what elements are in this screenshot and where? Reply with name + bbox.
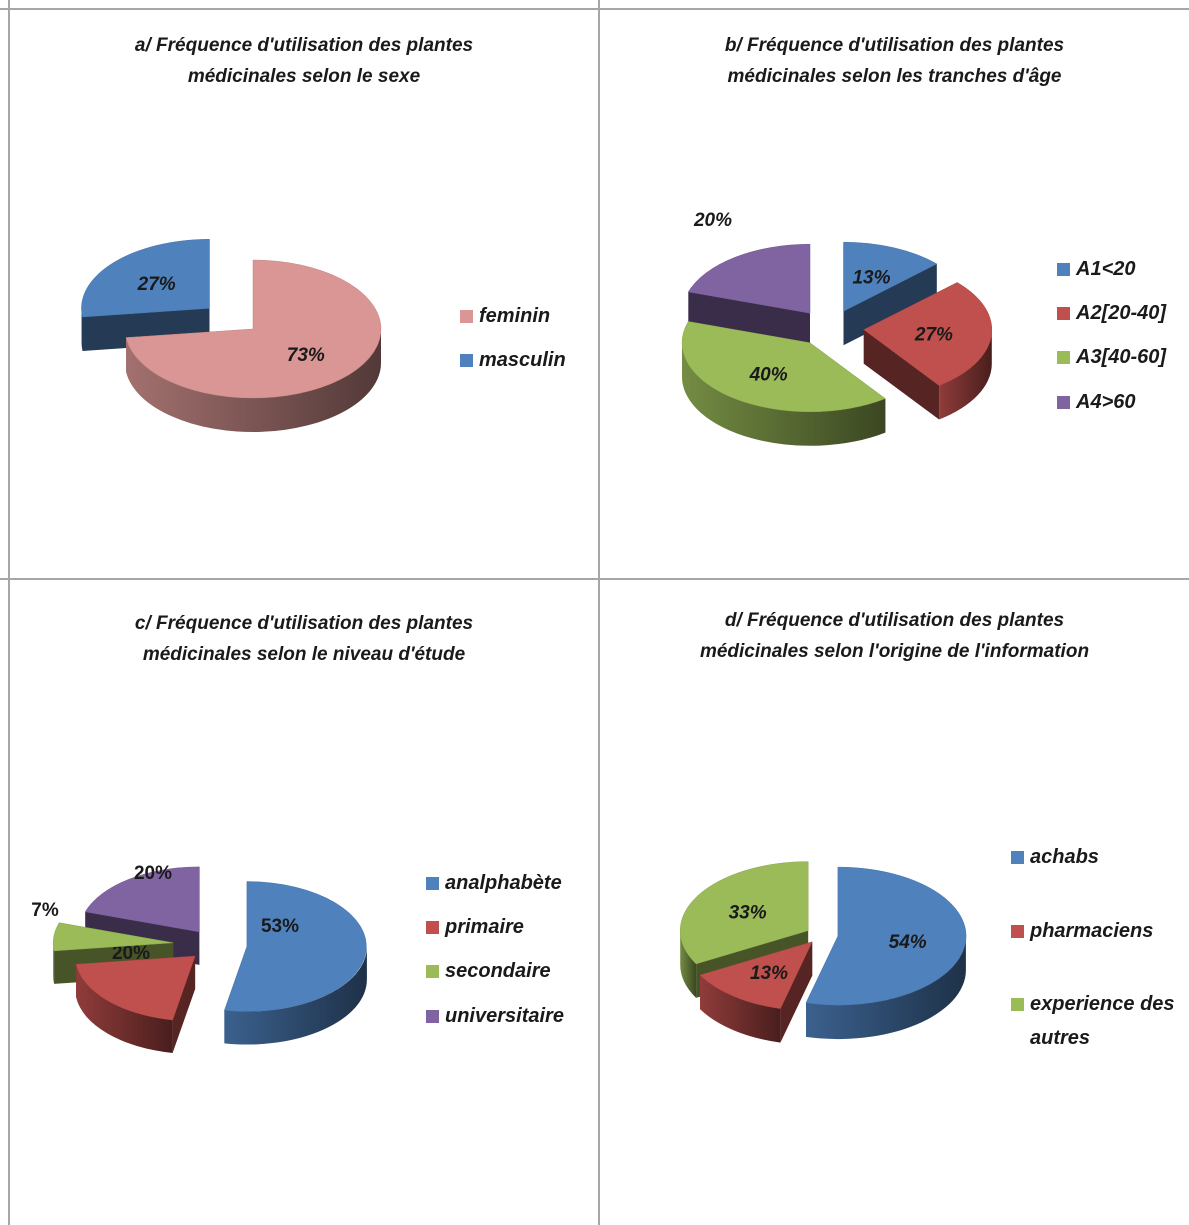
- data-label-masculin: 27%: [137, 274, 176, 295]
- legend-swatch: [426, 1010, 439, 1023]
- data-label-feminin: 73%: [287, 345, 325, 366]
- legend-label: A2[20-40]: [1076, 302, 1167, 324]
- data-label-universitaire: 20%: [134, 863, 172, 884]
- legend-swatch: [1057, 396, 1070, 409]
- pie-slice-a4-60: [687, 243, 811, 314]
- legend-label: feminin: [479, 305, 551, 327]
- pie-slice-side-feminin: [126, 329, 381, 432]
- legend-swatch: [460, 354, 473, 367]
- chart-title: c/ Fréquence d'utilisation des plantes m…: [10, 608, 598, 670]
- legend-label: pharmaciens: [1030, 920, 1154, 942]
- chart-panel-education: c/ Fréquence d'utilisation des plantes m…: [10, 580, 598, 1225]
- chart-title: d/ Fréquence d'utilisation des plantes m…: [600, 605, 1189, 667]
- pie-slice-side-pharmaciens: [700, 975, 781, 1043]
- chart-title: b/ Fréquence d'utilisation des plantes m…: [600, 30, 1189, 92]
- data-label-analphabete: 53%: [261, 916, 299, 937]
- pie-slice-achabs: [805, 866, 967, 1006]
- pie-slice-wall-a2-20-40: [863, 329, 940, 420]
- pie-slice-a2-20-40: [863, 282, 993, 386]
- legend-swatch: [1057, 263, 1070, 276]
- pie-slice-wall-a4-60: [688, 291, 810, 348]
- data-label-a4-60: 20%: [693, 210, 732, 231]
- chart-title-line: c/ Fréquence d'utilisation des plantes: [134, 613, 474, 634]
- legend-swatch: [426, 965, 439, 978]
- grid-border-top: [0, 8, 1189, 10]
- pie-slice-wall-a1-20: [843, 263, 937, 346]
- grid-divider-horizontal: [0, 578, 1189, 580]
- pie-slice-side-experience-des-autres: [680, 930, 697, 998]
- legend-swatch: [1057, 307, 1070, 320]
- data-label-a1-20: 13%: [852, 267, 890, 288]
- data-label-secondaire: 7%: [31, 900, 59, 921]
- chart-title-line: médicinales selon les tranches d'âge: [727, 66, 1062, 87]
- pie-slice-side-achabs: [806, 936, 966, 1040]
- legend-label: experience des autres: [1030, 993, 1175, 1049]
- pie-chart: 54% 13% 33%: [679, 861, 967, 1043]
- pie-slice-masculin: [81, 239, 210, 318]
- legend-label: A1<20: [1076, 258, 1136, 280]
- pie-chart: 53% 20% 7% 20%: [31, 863, 367, 1053]
- chart-title-line: b/ Fréquence d'utilisation des plantes: [724, 35, 1065, 56]
- legend-swatch: [1057, 351, 1070, 364]
- legend-label: secondaire: [445, 960, 551, 982]
- pie-chart: 13% 27% 40% 20%: [681, 210, 993, 446]
- grid-border-left: [8, 0, 10, 1225]
- legend-label: achabs: [1030, 846, 1099, 868]
- data-label-a3-40-60: 40%: [749, 365, 788, 386]
- grid-divider-vertical: [598, 0, 600, 1225]
- legend-label: masculin: [479, 349, 566, 371]
- pie-slice-a1-20: [843, 241, 938, 312]
- chart-title-line: médicinales selon le sexe: [187, 66, 421, 87]
- data-label-primaire: 20%: [112, 943, 150, 964]
- pie-slice-side-a3-40-60: [682, 342, 886, 446]
- pie-slice-universitaire: [84, 866, 200, 933]
- legend-swatch: [426, 921, 439, 934]
- legend-label: analphabète: [445, 872, 562, 894]
- chart-title-line: d/ Fréquence d'utilisation des plantes: [724, 610, 1065, 631]
- legend-label: universitaire: [445, 1005, 564, 1027]
- legend-label: primaire: [445, 916, 524, 938]
- pie-slice-side-secondaire: [53, 942, 55, 984]
- legend-label: A4>60: [1076, 391, 1136, 413]
- pie-slice-experience-des-autres: [679, 861, 809, 965]
- chart-title: a/ Fréquence d'utilisation des plantes m…: [10, 30, 598, 92]
- pie-slice-primaire: [75, 955, 196, 1021]
- chart-title-line: médicinales selon l'origine de l'informa…: [699, 641, 1090, 662]
- data-label-achabs: 54%: [889, 932, 927, 953]
- pie-slice-secondaire: [52, 922, 174, 952]
- pie-slice-analphabete: [224, 881, 367, 1012]
- pie-slice-side-a2-20-40: [939, 329, 992, 420]
- pie-slice-feminin: [125, 259, 382, 399]
- pie-slice-side-masculin: [81, 308, 83, 351]
- data-label-pharmaciens: 13%: [750, 963, 788, 984]
- chart-title-line: a/ Fréquence d'utilisation des plantes: [134, 35, 474, 56]
- pie-slice-side-analphabete: [224, 946, 367, 1045]
- legend-swatch: [1011, 925, 1024, 938]
- legend-swatch: [1011, 998, 1024, 1011]
- legend-swatch: [1011, 851, 1024, 864]
- chart-panel-age: b/ Fréquence d'utilisation des plantes m…: [600, 10, 1189, 578]
- chart-panel-information-source: d/ Fréquence d'utilisation des plantes m…: [600, 580, 1189, 1225]
- pie-slice-a3-40-60: [681, 321, 886, 413]
- legend-swatch: [426, 877, 439, 890]
- data-label-experience-des-autres: 33%: [729, 902, 767, 923]
- chart-panel-sex: a/ Fréquence d'utilisation des plantes m…: [10, 10, 598, 578]
- chart-title-line: médicinales selon le niveau d'étude: [142, 644, 466, 665]
- data-label-a2-20-40: 27%: [914, 324, 953, 345]
- pie-chart: 73% 27%: [81, 239, 382, 432]
- legend-swatch: [460, 310, 473, 323]
- legend-label: A3[40-60]: [1076, 346, 1167, 368]
- pie-slice-pharmaciens: [699, 941, 813, 1009]
